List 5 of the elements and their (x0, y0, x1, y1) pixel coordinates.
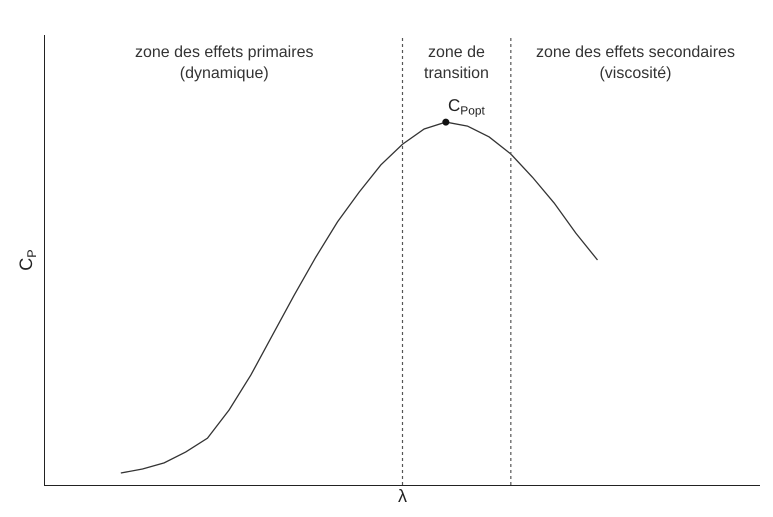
x-axis-title: λ (398, 486, 407, 506)
text: zone des effets primaires (dynamique) (135, 44, 314, 82)
text: C$_{Popt}$ (448, 96, 486, 118)
text: zone des effets secondaires (viscosité) (536, 44, 735, 82)
text: zone de transition (424, 44, 489, 82)
